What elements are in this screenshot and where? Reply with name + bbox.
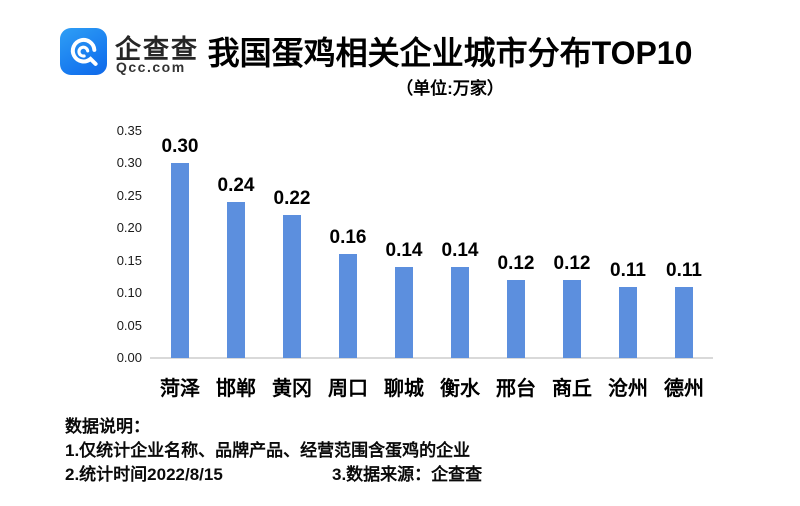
bar-value-label: 0.12 bbox=[497, 253, 535, 275]
y-axis-tick-label: 0.35 bbox=[116, 123, 142, 138]
bar-10 bbox=[675, 286, 693, 358]
data-note-source: 3.数据来源：企查查 bbox=[332, 465, 483, 484]
logo-brand-name: 企查查 bbox=[115, 34, 200, 64]
x-axis-category-label: 邢台 bbox=[496, 378, 536, 400]
bar-5 bbox=[395, 267, 413, 358]
y-axis-tick-label: 0.20 bbox=[116, 220, 142, 236]
x-axis-category-label: 聊城 bbox=[384, 378, 424, 400]
bar-3 bbox=[283, 215, 301, 358]
y-axis-tick-label: 0.30 bbox=[116, 155, 142, 171]
page-title: 我国蛋鸡相关企业城市分布TOP10 bbox=[207, 35, 693, 71]
y-axis-tick-label: 0.10 bbox=[116, 285, 142, 301]
qcc-logo-icon bbox=[60, 28, 107, 75]
bar-value-label: 0.24 bbox=[217, 175, 255, 197]
y-axis-tick-label: 0.25 bbox=[116, 187, 142, 203]
bar-value-label: 0.11 bbox=[610, 259, 646, 281]
x-axis-category-label: 黄冈 bbox=[272, 378, 312, 400]
x-axis-category-label: 周口 bbox=[328, 378, 368, 400]
x-axis-category-label: 商丘 bbox=[552, 378, 592, 400]
data-notes-heading: 数据说明： bbox=[65, 417, 150, 436]
data-note-scope: 1.仅统计企业名称、品牌产品、经营范围含蛋鸡的企业 bbox=[65, 441, 471, 460]
bar-4 bbox=[339, 254, 357, 358]
y-axis-tick-label: 0.00 bbox=[116, 350, 142, 365]
bar-value-label: 0.14 bbox=[385, 240, 423, 262]
y-axis-tick-label: 0.05 bbox=[116, 317, 142, 333]
bar-8 bbox=[563, 280, 581, 358]
x-axis-category-label: 衡水 bbox=[440, 378, 480, 400]
bar-7 bbox=[507, 280, 525, 358]
x-axis-category-label: 邯郸 bbox=[216, 378, 256, 400]
bar-value-label: 0.12 bbox=[553, 253, 591, 275]
bar-6 bbox=[451, 267, 469, 358]
logo-domain-text: Qcc.com bbox=[116, 59, 186, 75]
bar-value-label: 0.14 bbox=[441, 240, 479, 262]
bar-2 bbox=[227, 202, 245, 358]
x-axis-category-label: 菏泽 bbox=[160, 378, 200, 400]
data-note-date: 2.统计时间2022/8/15 bbox=[65, 465, 223, 484]
bar-value-label: 0.11 bbox=[666, 259, 702, 281]
bar-value-label: 0.30 bbox=[161, 136, 199, 158]
bar-value-label: 0.22 bbox=[273, 188, 311, 210]
x-axis-baseline bbox=[150, 357, 713, 359]
y-axis-tick-label: 0.15 bbox=[116, 252, 142, 268]
x-axis-category-label: 沧州 bbox=[608, 378, 648, 400]
bar-9 bbox=[619, 286, 637, 358]
chart-unit-subtitle: （单位:万家） bbox=[396, 79, 504, 98]
bar-value-label: 0.16 bbox=[329, 227, 367, 249]
bar-1 bbox=[171, 163, 189, 358]
x-axis-category-label: 德州 bbox=[664, 378, 704, 400]
